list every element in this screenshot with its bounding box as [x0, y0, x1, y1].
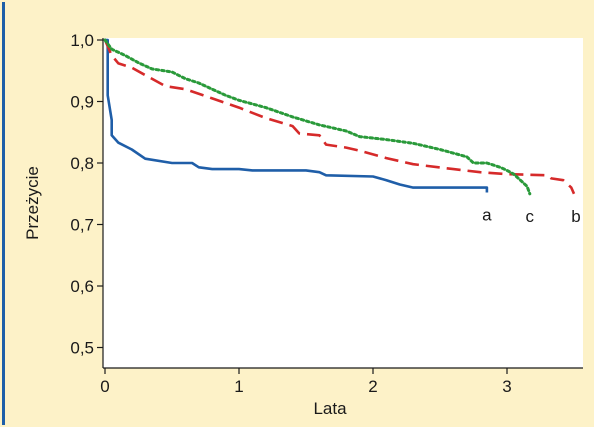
x-tick-label: 1	[234, 377, 243, 396]
x-axis-ticks: 0 1 2 3	[100, 368, 512, 396]
x-tick-label: 2	[368, 377, 377, 396]
series-lines	[103, 38, 576, 196]
series-end-label-c: c	[526, 207, 535, 226]
series-labels: a b c	[482, 206, 581, 226]
y-tick-label: 0,5	[70, 339, 94, 358]
y-tick-label: 0,8	[70, 154, 94, 173]
x-tick-label: 3	[502, 377, 511, 396]
y-axis-label: Przeżycie	[23, 166, 42, 240]
y-tick-label: 0,9	[70, 93, 94, 112]
series-end-label-a: a	[482, 206, 492, 225]
series-line-c	[103, 38, 532, 196]
y-tick-label: 0,6	[70, 277, 94, 296]
x-axis-label: Lata	[313, 399, 347, 418]
series-line-a	[105, 38, 489, 193]
y-tick-label: 1,0	[70, 31, 94, 50]
series-line-b	[103, 39, 576, 195]
plot-area	[103, 38, 583, 368]
x-tick-label: 0	[100, 377, 109, 396]
accent-rule	[2, 2, 5, 425]
y-axis-ticks: 0,5 0,6 0,7 0,8 0,9 1,0	[70, 31, 103, 358]
series-end-label-b: b	[571, 207, 580, 226]
y-tick-label: 0,7	[70, 216, 94, 235]
